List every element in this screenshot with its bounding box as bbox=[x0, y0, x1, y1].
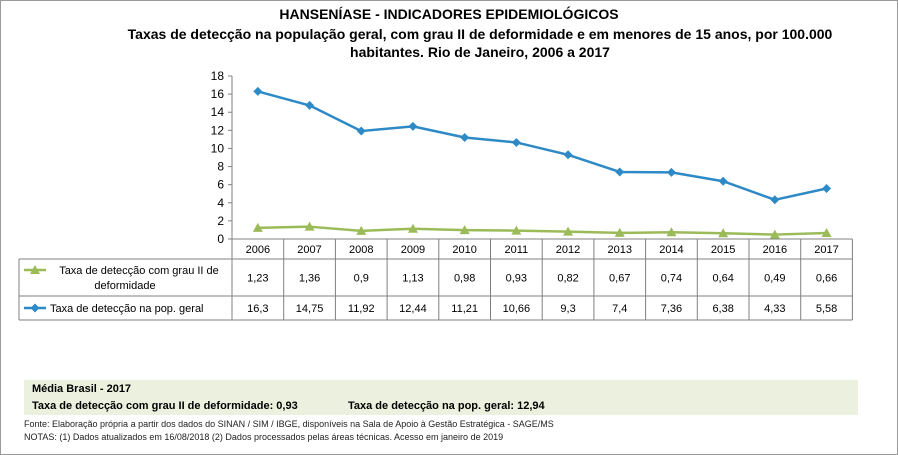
data-label: 0,93 bbox=[506, 273, 527, 285]
y-tick-label: 4 bbox=[217, 196, 224, 210]
y-tick-label: 14 bbox=[211, 105, 225, 119]
data-label: 16,3 bbox=[247, 303, 268, 315]
data-label: 9,3 bbox=[560, 303, 575, 315]
x-tick-label: 2011 bbox=[505, 244, 529, 256]
data-label: 0,66 bbox=[816, 273, 837, 285]
data-point bbox=[356, 126, 366, 136]
data-point bbox=[511, 225, 522, 235]
summary-box: Média Brasil - 2017 Taxa de detecção com… bbox=[24, 380, 858, 415]
data-point bbox=[460, 132, 470, 142]
x-tick-label: 2015 bbox=[711, 244, 735, 256]
data-point bbox=[304, 221, 315, 231]
data-label: 11,21 bbox=[451, 303, 478, 315]
data-point bbox=[305, 100, 315, 110]
y-tick-label: 2 bbox=[217, 214, 224, 228]
data-label: 0,64 bbox=[712, 273, 733, 285]
line-chart: 0 2 4 6 8 10 12 14 16 18 2006 2007 2008 2009 2010 2011 2… bbox=[18, 69, 853, 321]
data-point bbox=[408, 121, 418, 131]
x-tick-label: 2012 bbox=[556, 244, 580, 256]
data-point bbox=[821, 228, 832, 238]
data-label: 1,13 bbox=[402, 273, 423, 285]
data-label: 0,9 bbox=[354, 273, 369, 285]
data-label: 10,66 bbox=[503, 303, 531, 315]
data-label: 7,36 bbox=[661, 303, 682, 315]
data-point bbox=[407, 223, 418, 233]
data-point bbox=[666, 227, 677, 237]
data-label: 14,75 bbox=[296, 303, 324, 315]
chart-title: HANSENÍASE - INDICADORES EPIDEMIOLÓGICOS bbox=[279, 6, 619, 22]
data-point bbox=[563, 150, 573, 160]
y-tick-label: 16 bbox=[211, 87, 225, 101]
data-point bbox=[30, 303, 40, 313]
x-tick-label: 2016 bbox=[763, 244, 787, 256]
y-tick-label: 10 bbox=[211, 141, 225, 155]
data-label: 6,38 bbox=[712, 303, 733, 315]
x-tick-label: 2017 bbox=[814, 244, 838, 256]
legend-label: Taxa de detecção na pop. geral bbox=[50, 303, 204, 315]
data-label: 4,33 bbox=[764, 303, 785, 315]
data-label: 11,92 bbox=[348, 303, 375, 315]
data-point bbox=[718, 176, 728, 186]
y-tick-label: 6 bbox=[217, 178, 224, 192]
data-point bbox=[614, 227, 625, 237]
data-point bbox=[769, 229, 780, 239]
x-tick-label: 2006 bbox=[246, 244, 270, 256]
x-tick-label: 2013 bbox=[608, 244, 632, 256]
y-tick-label: 8 bbox=[217, 160, 224, 174]
data-label: 0,49 bbox=[764, 273, 785, 285]
data-point bbox=[30, 265, 40, 274]
data-label: 0,82 bbox=[557, 273, 578, 285]
y-tick-label: 18 bbox=[211, 69, 225, 83]
data-label: 5,58 bbox=[816, 303, 837, 315]
data-label: 1,36 bbox=[299, 273, 320, 285]
x-tick-label: 2009 bbox=[401, 244, 425, 256]
y-tick-label: 0 bbox=[217, 232, 224, 246]
data-label: 7,4 bbox=[612, 303, 627, 315]
summary-title: Média Brasil - 2017 bbox=[32, 383, 132, 395]
data-point bbox=[459, 225, 470, 235]
data-point bbox=[253, 86, 263, 96]
series-line bbox=[257, 225, 827, 236]
notes: NOTAS: (1) Dados atualizados em 16/08/20… bbox=[24, 432, 504, 442]
x-tick-label: 2014 bbox=[659, 244, 683, 256]
data-point bbox=[770, 195, 780, 205]
x-tick-label: 2008 bbox=[349, 244, 373, 256]
legend-label: Taxa de detecção com grau II de bbox=[59, 265, 219, 277]
chart-subtitle: Taxas de detecção na população geral, co… bbox=[127, 26, 833, 60]
data-point bbox=[511, 137, 521, 147]
x-tick-label: 2010 bbox=[452, 244, 476, 256]
data-label: 12,44 bbox=[399, 303, 427, 315]
data-label: 1,23 bbox=[247, 273, 268, 285]
y-tick-label: 12 bbox=[211, 123, 225, 137]
data-point bbox=[718, 228, 729, 238]
source-note: Fonte: Elaboração própria a partir dos d… bbox=[24, 419, 554, 429]
data-label: 0,98 bbox=[454, 273, 475, 285]
legend-label: deformidade bbox=[94, 280, 155, 292]
data-point bbox=[822, 183, 832, 193]
data-point bbox=[666, 167, 676, 177]
x-tick-label: 2007 bbox=[297, 244, 321, 256]
data-point bbox=[252, 222, 263, 232]
data-point bbox=[356, 225, 367, 235]
data-point bbox=[563, 226, 574, 236]
summary-grau2-rate: Taxa de detecção com grau II de deformid… bbox=[32, 400, 298, 412]
data-point bbox=[615, 167, 625, 177]
summary-general-rate: Taxa de detecção na pop. geral: 12,94 bbox=[348, 400, 545, 412]
series-line bbox=[257, 90, 827, 202]
data-label: 0,67 bbox=[609, 273, 630, 285]
data-label: 0,74 bbox=[661, 273, 682, 285]
